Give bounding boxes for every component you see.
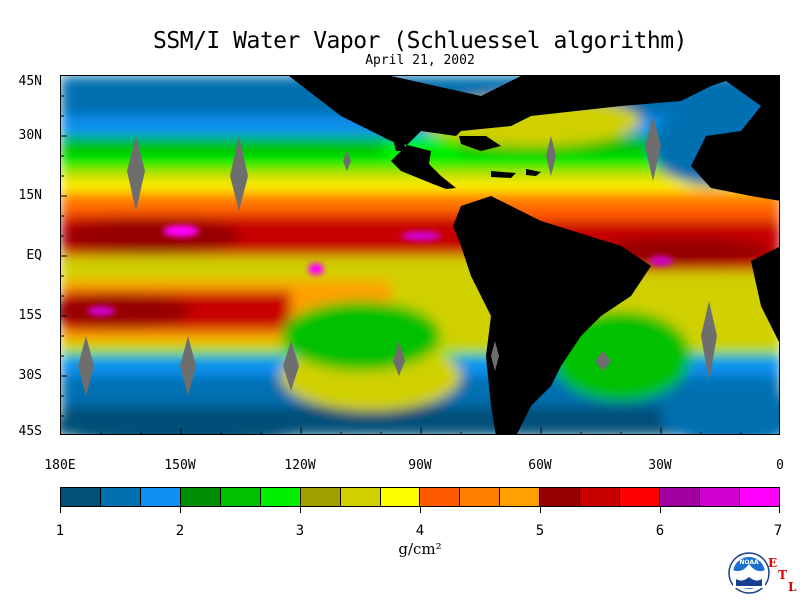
lat-label-30n: 30N xyxy=(18,128,42,143)
colorbar-tick xyxy=(180,507,181,513)
lon-label-120w: 120W xyxy=(284,458,316,473)
colorbar-swatch-16 xyxy=(660,488,700,506)
lat-label-eq: EQ xyxy=(26,248,42,263)
colorbar-tick xyxy=(540,507,541,513)
lon-label-0: 0 xyxy=(776,458,784,473)
colorbar-unit: g/cm² xyxy=(398,540,442,558)
colorbar-swatch-6 xyxy=(260,488,301,506)
colorbar-swatch-15 xyxy=(620,488,661,506)
colorbar-swatch-13 xyxy=(540,488,581,506)
etl-letter-t: T xyxy=(778,568,787,582)
etl-letter-l: L xyxy=(788,580,797,594)
colorbar-label-3: 3 xyxy=(295,523,305,539)
missing-data-gaps xyxy=(78,116,717,396)
colorbar-swatch-10 xyxy=(420,488,461,506)
colorbar-label-4: 4 xyxy=(415,523,425,539)
colorbar-swatch-5 xyxy=(220,488,261,506)
colorbar-tick xyxy=(779,507,780,513)
axis-ticks xyxy=(61,95,742,434)
noaa-emblem-icon: NOAA xyxy=(728,552,770,594)
colorbar-swatch-3 xyxy=(140,488,181,506)
colorbar-label-6: 6 xyxy=(655,523,665,539)
colorbar-swatch-14 xyxy=(580,488,621,506)
lon-label-30w: 30W xyxy=(648,458,672,473)
land-masses xyxy=(289,76,779,434)
map-canvas xyxy=(61,76,779,434)
colorbar-tick xyxy=(420,507,421,513)
lat-label-45n: 45N xyxy=(18,74,42,89)
colorbar-tick xyxy=(660,507,661,513)
colorbar-swatch-8 xyxy=(340,488,381,506)
lon-label-90w: 90W xyxy=(408,458,432,473)
lat-label-45s: 45S xyxy=(18,424,42,439)
colorbar-label-2: 2 xyxy=(175,523,185,539)
colorbar-swatch-7 xyxy=(300,488,341,506)
colorbar-label-1: 1 xyxy=(55,523,65,539)
noaa-logo-text: NOAA xyxy=(739,559,759,566)
lon-label-150w: 150W xyxy=(164,458,196,473)
lat-label-15n: 15N xyxy=(18,188,42,203)
lon-label-60w: 60W xyxy=(528,458,552,473)
colorbar-tick xyxy=(60,507,61,513)
colorbar-label-7: 7 xyxy=(773,523,783,539)
lon-label-180e: 180E xyxy=(44,458,76,473)
colorbar-swatch-11 xyxy=(460,488,501,506)
colorbar-swatch-4 xyxy=(180,488,221,506)
lat-label-30s: 30S xyxy=(18,368,42,383)
colorbar xyxy=(60,487,780,507)
colorbar-swatch-2 xyxy=(100,488,141,506)
colorbar-swatch-9 xyxy=(380,488,421,506)
etl-letter-e: E xyxy=(768,556,778,570)
colorbar-swatch-12 xyxy=(500,488,541,506)
colorbar-swatch-1 xyxy=(61,488,101,506)
water-vapor-map xyxy=(60,75,780,435)
noaa-logo: NOAA xyxy=(728,552,770,594)
chart-date: April 21, 2002 xyxy=(365,53,475,68)
lat-label-15s: 15S xyxy=(18,308,42,323)
moisture-peaks xyxy=(87,225,673,316)
colorbar-swatch-17 xyxy=(700,488,740,506)
colorbar-tick xyxy=(300,507,301,513)
colorbar-label-5: 5 xyxy=(535,523,545,539)
chart-title: SSM/I Water Vapor (Schluessel algorithm) xyxy=(153,28,687,54)
colorbar-swatch-18 xyxy=(739,488,779,506)
